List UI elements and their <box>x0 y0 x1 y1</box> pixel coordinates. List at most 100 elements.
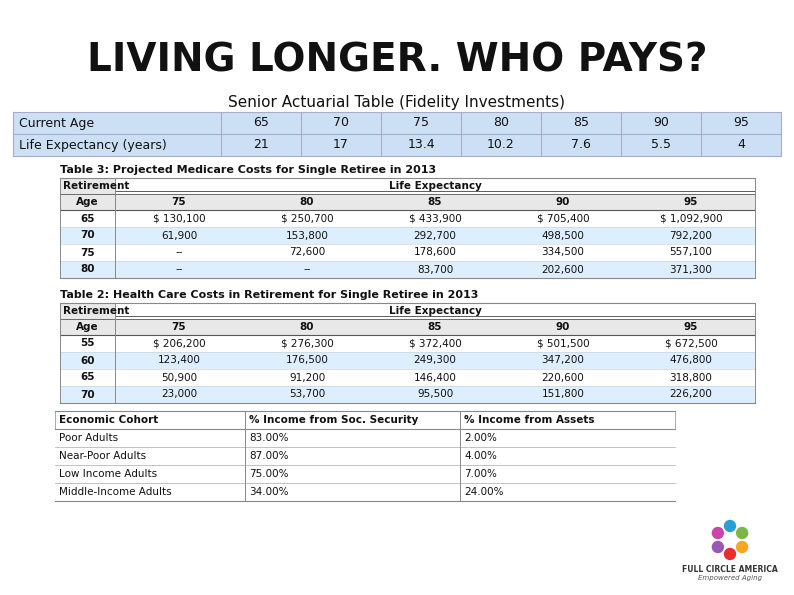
Bar <box>60 386 755 403</box>
Text: 292,700: 292,700 <box>414 230 457 240</box>
Text: 123,400: 123,400 <box>157 355 200 365</box>
Text: Empowered Aging: Empowered Aging <box>698 575 762 581</box>
Text: 178,600: 178,600 <box>414 248 457 258</box>
Text: % Income from Assets: % Income from Assets <box>464 415 595 425</box>
Text: 75: 75 <box>80 248 94 258</box>
Text: FULL CIRCLE AMERICA: FULL CIRCLE AMERICA <box>682 565 778 575</box>
Bar <box>60 335 755 352</box>
Bar <box>60 303 115 319</box>
Text: Life Expectancy: Life Expectancy <box>388 181 481 191</box>
Text: 95,500: 95,500 <box>417 390 453 399</box>
Text: % Income from Soc. Security: % Income from Soc. Security <box>249 415 418 425</box>
Text: 153,800: 153,800 <box>286 230 329 240</box>
Text: 220,600: 220,600 <box>542 372 584 383</box>
Circle shape <box>724 549 735 559</box>
Text: 65: 65 <box>80 372 94 383</box>
Bar <box>60 244 755 261</box>
Bar <box>60 319 755 335</box>
Text: 34.00%: 34.00% <box>249 487 288 497</box>
Text: Table 3: Projected Medicare Costs for Single Retiree in 2013: Table 3: Projected Medicare Costs for Si… <box>60 165 436 175</box>
Text: 65: 65 <box>80 214 94 224</box>
Bar <box>55 411 675 429</box>
Text: 80: 80 <box>300 197 314 207</box>
Text: 4.00%: 4.00% <box>464 451 497 461</box>
Text: 80: 80 <box>300 322 314 332</box>
Text: 13.4: 13.4 <box>407 139 435 152</box>
Text: 95: 95 <box>733 117 749 130</box>
Text: 498,500: 498,500 <box>542 230 584 240</box>
Text: 7.00%: 7.00% <box>464 469 497 479</box>
Text: 476,800: 476,800 <box>669 355 712 365</box>
Text: Middle-Income Adults: Middle-Income Adults <box>59 487 172 497</box>
Text: 80: 80 <box>493 117 509 130</box>
Text: 5.5: 5.5 <box>651 139 671 152</box>
Text: 90: 90 <box>556 197 570 207</box>
Text: 4: 4 <box>737 139 745 152</box>
Text: 2.00%: 2.00% <box>464 433 497 443</box>
Text: $ 433,900: $ 433,900 <box>409 214 461 224</box>
Text: $ 705,400: $ 705,400 <box>537 214 589 224</box>
Text: Economic Cohort: Economic Cohort <box>59 415 158 425</box>
Bar <box>60 261 755 278</box>
Text: 75: 75 <box>172 197 187 207</box>
Circle shape <box>737 528 748 538</box>
Text: $ 372,400: $ 372,400 <box>409 339 461 349</box>
Text: 371,300: 371,300 <box>669 265 712 274</box>
Text: Life Expectancy: Life Expectancy <box>388 306 481 316</box>
Text: $ 501,500: $ 501,500 <box>537 339 589 349</box>
Text: Current Age: Current Age <box>19 117 94 130</box>
Text: Retirement: Retirement <box>63 181 129 191</box>
Text: Life Expectancy (years): Life Expectancy (years) <box>19 139 167 152</box>
Text: 151,800: 151,800 <box>542 390 584 399</box>
Text: 557,100: 557,100 <box>669 248 712 258</box>
Text: Age: Age <box>76 197 98 207</box>
Text: 17: 17 <box>333 139 349 152</box>
Text: 91,200: 91,200 <box>289 372 325 383</box>
Text: 318,800: 318,800 <box>669 372 712 383</box>
Bar <box>60 210 755 227</box>
Circle shape <box>712 541 723 553</box>
Circle shape <box>712 528 723 538</box>
Text: 347,200: 347,200 <box>542 355 584 365</box>
Text: 249,300: 249,300 <box>414 355 457 365</box>
Text: $ 276,300: $ 276,300 <box>280 339 333 349</box>
Text: Age: Age <box>76 322 98 332</box>
Circle shape <box>737 541 748 553</box>
Text: 146,400: 146,400 <box>414 372 457 383</box>
Text: 202,600: 202,600 <box>542 265 584 274</box>
Text: $ 250,700: $ 250,700 <box>281 214 333 224</box>
Text: 55: 55 <box>80 339 94 349</box>
Text: 70: 70 <box>80 230 94 240</box>
Text: 83.00%: 83.00% <box>249 433 288 443</box>
Bar <box>60 227 755 244</box>
Text: 85: 85 <box>428 322 442 332</box>
Text: 53,700: 53,700 <box>289 390 325 399</box>
Text: 83,700: 83,700 <box>417 265 453 274</box>
Text: Poor Adults: Poor Adults <box>59 433 118 443</box>
Text: 7.6: 7.6 <box>571 139 591 152</box>
Text: 75.00%: 75.00% <box>249 469 288 479</box>
Bar <box>13 134 781 156</box>
Text: --: -- <box>303 265 310 274</box>
Text: 61,900: 61,900 <box>161 230 197 240</box>
Text: 792,200: 792,200 <box>669 230 712 240</box>
Text: 90: 90 <box>556 322 570 332</box>
Text: Low Income Adults: Low Income Adults <box>59 469 157 479</box>
Text: 10.2: 10.2 <box>488 139 515 152</box>
Text: 334,500: 334,500 <box>542 248 584 258</box>
Text: 87.00%: 87.00% <box>249 451 288 461</box>
Text: 65: 65 <box>253 117 269 130</box>
Text: Retirement: Retirement <box>63 306 129 316</box>
Text: 23,000: 23,000 <box>161 390 197 399</box>
Circle shape <box>724 521 735 531</box>
Text: 75: 75 <box>413 117 429 130</box>
Text: 70: 70 <box>80 390 94 399</box>
Text: 95: 95 <box>684 197 698 207</box>
Text: $ 672,500: $ 672,500 <box>665 339 717 349</box>
Bar <box>60 194 755 210</box>
Bar <box>60 369 755 386</box>
Bar <box>60 178 115 194</box>
Text: $ 1,092,900: $ 1,092,900 <box>660 214 723 224</box>
Text: 80: 80 <box>80 265 94 274</box>
Text: 95: 95 <box>684 322 698 332</box>
